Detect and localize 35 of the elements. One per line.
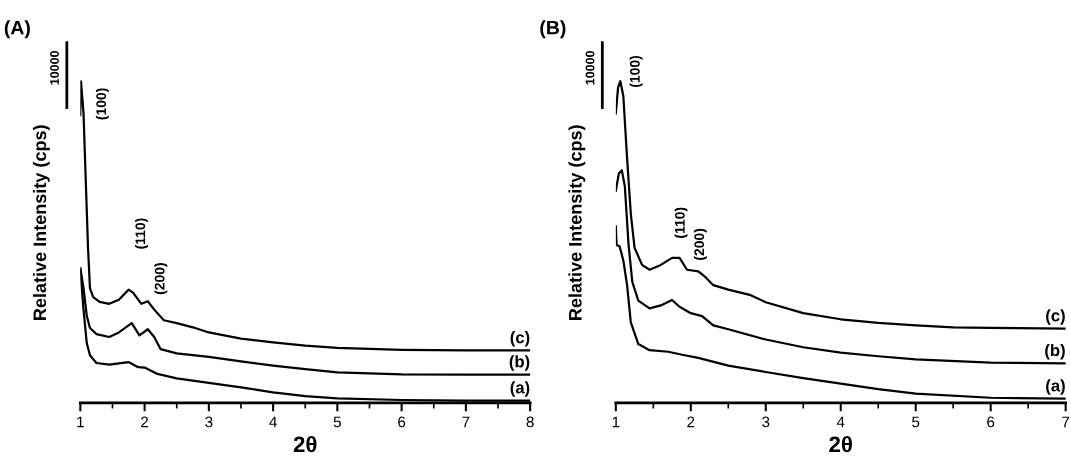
annotation: (100) <box>95 88 109 120</box>
x-tick-label: 8 <box>526 416 534 428</box>
x-tick-label: 1 <box>612 416 620 428</box>
x-axis-title: 2θ <box>293 435 317 453</box>
chart-title: (A) <box>4 20 30 39</box>
x-tick-label: 7 <box>1062 416 1070 428</box>
x-tick-label: 3 <box>762 416 770 428</box>
annotation: (200) <box>154 263 168 295</box>
x-tick-label: 2 <box>141 416 149 428</box>
x-axis-title: 2θ <box>829 435 852 453</box>
x-tick-label: 4 <box>269 416 277 428</box>
x-tick-label: 2 <box>687 416 695 428</box>
series-label: (b) <box>509 355 530 371</box>
series-label: (b) <box>1045 343 1065 360</box>
series-label: (c) <box>510 331 530 347</box>
annotation: (110) <box>135 218 148 249</box>
series-label: (a) <box>510 381 530 397</box>
y-axis-title: Relative Intensity (cps) <box>32 125 50 320</box>
x-tick-label: 5 <box>333 416 341 428</box>
annotation: (200) <box>693 228 707 260</box>
text: 10000 <box>585 51 595 85</box>
annotation: (110) <box>674 207 688 238</box>
x-tick-label: 4 <box>836 416 845 428</box>
x-tick-label: 1 <box>77 416 84 428</box>
x-tick-label: 3 <box>205 416 213 428</box>
x-tick-label: 6 <box>987 416 995 428</box>
chart-title: (B) <box>540 20 566 39</box>
series-label: (a) <box>1046 379 1065 395</box>
series-label: (c) <box>1046 309 1065 325</box>
x-tick-label: 7 <box>462 416 470 428</box>
annotation: (100) <box>629 55 643 87</box>
x-tick-label: 6 <box>398 416 406 428</box>
y-axis-title: Relative Intensity (cps) <box>568 125 586 320</box>
x-tick-label: 5 <box>912 416 920 428</box>
text: 10000 <box>50 51 59 85</box>
